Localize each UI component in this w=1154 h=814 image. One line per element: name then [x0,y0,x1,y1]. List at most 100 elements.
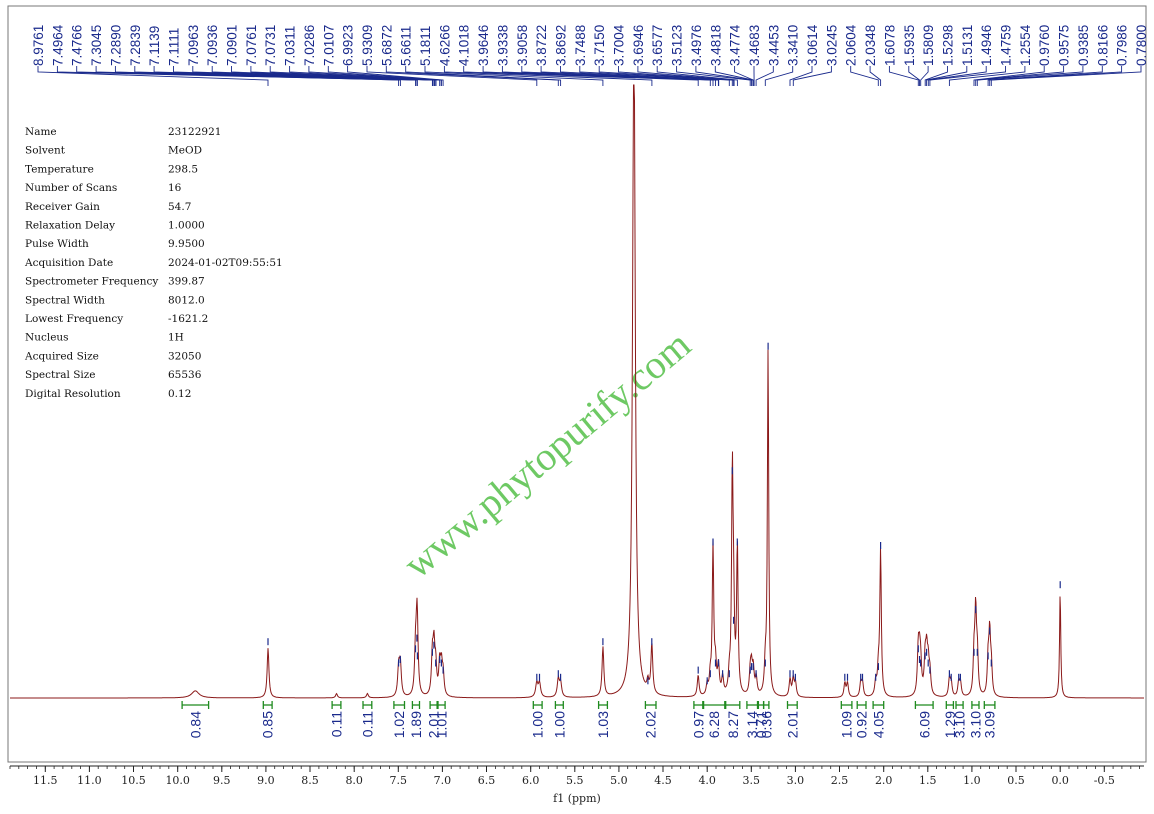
param-name: Temperature [25,163,94,175]
param-value: -1621.2 [168,313,208,325]
integral-value: 0.92 [854,711,870,738]
peak-label: 3.8692 [554,25,569,66]
peak-label: 0.7800 [1134,25,1149,66]
integral-value: 4.05 [870,711,886,738]
peak-leader [976,66,1084,86]
peak-leader [366,66,538,86]
peak-label: 1.5935 [902,25,917,66]
integral-value: 1.02 [391,711,407,738]
peak-label: 7.0963 [186,25,201,66]
peak-label: 5.6611 [399,26,414,66]
peak-label: 4.6266 [437,25,452,66]
peak-label: 7.0901 [225,25,240,66]
param-name: Digital Resolution [25,388,121,400]
peak-label: 7.1139 [147,26,162,66]
peak-leader [37,66,269,86]
peak-label: 7.4964 [50,24,65,66]
peak-leader [327,66,442,86]
peak-label: 2.0604 [844,24,859,66]
integral-value: 0.11 [359,711,375,737]
x-tick-label: 10.5 [121,774,146,787]
integral-value: 0.85 [260,711,276,738]
integral-value: 0.97 [690,711,706,738]
integral-value: 1.89 [408,711,424,738]
peak-leader [850,66,879,86]
peak-label: 7.0107 [321,25,336,66]
x-tick-label: 4.0 [698,774,716,787]
peak-label: 0.9385 [1076,25,1091,66]
integral-value: 2.01 [426,711,442,738]
peak-label: 7.0286 [302,25,317,66]
integral-value: 6.09 [916,711,932,738]
x-tick-label: 3.5 [743,774,761,787]
x-tick-label: 3.0 [787,774,805,787]
x-axis: 11.5 11.0 10.5 10.0 9.5 9.0 8.5 8.0 7.5 7.0 6.5 6.0… [9,765,1144,787]
x-tick-label: 8.0 [345,774,363,787]
integral-value: 2.01 [784,711,800,738]
peak-label: 3.6946 [631,25,646,66]
peak-label: 8.9761 [31,25,46,66]
peak-leader [308,66,441,86]
peak-leader-lines [37,66,1142,86]
x-tick-label: 1.0 [963,774,981,787]
param-value: 9.9500 [168,238,205,250]
integral-value: 1.00 [551,711,567,738]
peak-leader [540,66,719,86]
peak-leader [269,66,437,86]
param-name: Spectrometer Frequency [25,276,158,288]
peak-leader [789,66,813,86]
peak-label: 7.0761 [244,25,259,66]
peak-label: 0.7986 [1115,25,1130,66]
x-tick-label: 9.0 [257,774,275,787]
x-tick-label: 1.5 [919,774,937,787]
peak-labels-group: 8.9761 7.4964 7.4766 7.3045 7.2890 7.2839 7.11… [31,24,1149,66]
integral-value: 6.28 [706,711,722,738]
peak-leader [975,66,1065,86]
peak-leader [927,66,987,86]
peak-leader [926,66,968,86]
integral-value: 2.02 [643,711,659,738]
peak-leader [948,66,1026,86]
x-tick-label: 11.0 [77,774,102,787]
peak-leader [656,66,738,86]
peak-label: 3.9058 [515,25,530,66]
peak-leader [924,66,948,86]
peak-label: 3.7150 [592,25,607,66]
peak-leader [888,66,919,86]
peak-leader [987,66,1103,86]
peak-label: 3.9646 [476,25,491,66]
peak-leader [973,66,1045,86]
x-tick-label: 9.5 [213,774,231,787]
x-tick-label: 0.0 [1051,774,1069,787]
peak-leader [676,66,751,86]
x-axis-title: f1 (ppm) [553,792,601,805]
integral-value: 0.11 [329,711,345,737]
peak-label: 3.3410 [786,25,801,66]
integral-value: 8.27 [725,711,741,738]
peak-label: 7.3045 [89,25,104,66]
peak-label: 1.5131 [960,25,975,66]
peak-label: 3.0614 [805,24,820,66]
peak-leader [424,66,604,86]
param-name: Relaxation Delay [25,220,115,232]
watermark-text: www.phytopurify.com [395,322,699,587]
param-value: 54.7 [168,201,191,213]
x-tick-label: 7.5 [390,774,408,787]
param-value: MeOD [168,145,202,157]
param-name: Acquisition Date [24,257,113,269]
peak-label: 7.0731 [263,25,278,66]
peak-label: 7.2890 [108,25,123,66]
peak-label: 1.2554 [1018,24,1033,66]
spectrum-trace [10,84,1144,699]
peak-label: 1.4759 [999,25,1014,66]
param-name: Acquired Size [24,350,99,362]
peak-label: 7.0936 [205,25,220,66]
peak-leader [989,66,1123,86]
peak-label: 0.9760 [1037,25,1052,66]
peak-label: 1.5298 [941,25,956,66]
peak-leader [990,66,1142,86]
param-name: Lowest Frequency [25,313,123,325]
peak-label: 3.9338 [495,25,510,66]
peak-label: 3.0245 [824,25,839,66]
